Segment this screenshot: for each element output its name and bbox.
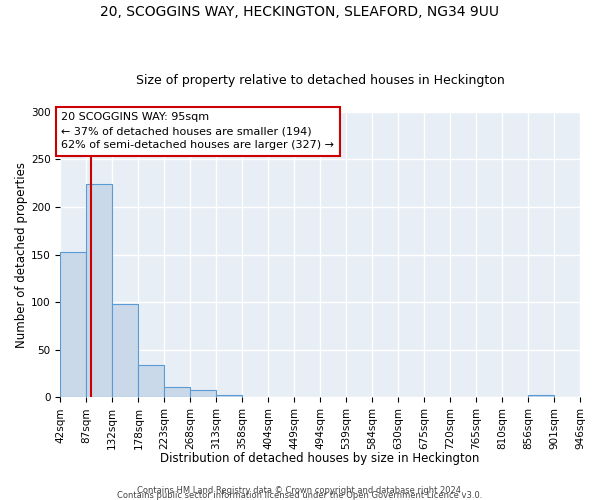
- Y-axis label: Number of detached properties: Number of detached properties: [15, 162, 28, 348]
- Bar: [60, 252, 86, 398]
- Bar: [86, 184, 112, 398]
- Text: Contains HM Land Registry data © Crown copyright and database right 2024.: Contains HM Land Registry data © Crown c…: [137, 486, 463, 495]
- X-axis label: Distribution of detached houses by size in Heckington: Distribution of detached houses by size …: [160, 452, 480, 465]
- Text: 20, SCOGGINS WAY, HECKINGTON, SLEAFORD, NG34 9UU: 20, SCOGGINS WAY, HECKINGTON, SLEAFORD, …: [101, 5, 499, 19]
- Bar: [139, 365, 164, 398]
- Text: Contains public sector information licensed under the Open Government Licence v3: Contains public sector information licen…: [118, 491, 482, 500]
- Bar: [112, 304, 138, 398]
- Bar: [190, 390, 216, 398]
- Bar: [216, 394, 242, 398]
- Text: 20 SCOGGINS WAY: 95sqm
← 37% of detached houses are smaller (194)
62% of semi-de: 20 SCOGGINS WAY: 95sqm ← 37% of detached…: [61, 112, 334, 150]
- Bar: [528, 394, 554, 398]
- Title: Size of property relative to detached houses in Heckington: Size of property relative to detached ho…: [136, 74, 505, 87]
- Bar: [164, 387, 190, 398]
